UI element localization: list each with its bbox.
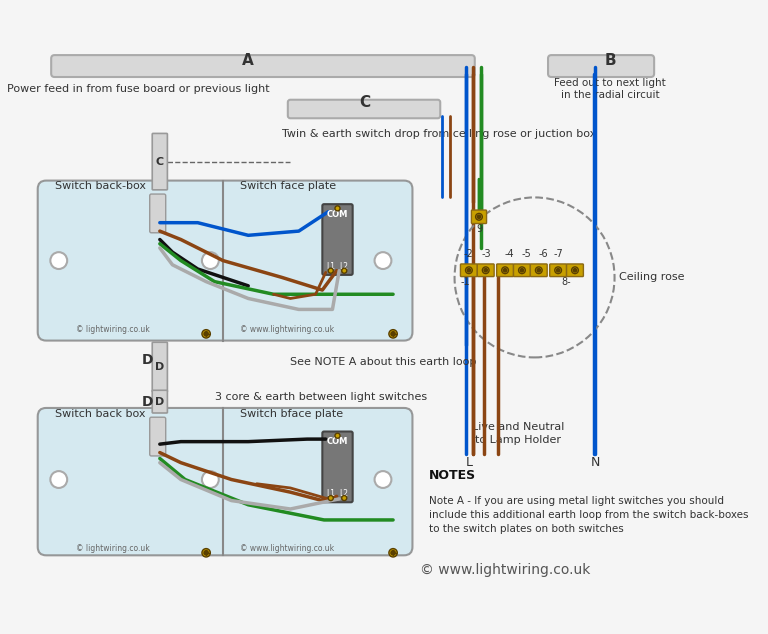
Circle shape xyxy=(557,269,560,272)
Circle shape xyxy=(328,268,333,273)
Circle shape xyxy=(475,214,482,220)
Text: L1: L1 xyxy=(326,262,336,271)
Text: Note A - If you are using metal light switches you should
include this additiona: Note A - If you are using metal light sw… xyxy=(429,496,749,534)
FancyBboxPatch shape xyxy=(38,408,412,555)
Text: N: N xyxy=(591,456,600,469)
Circle shape xyxy=(342,268,347,273)
FancyBboxPatch shape xyxy=(288,100,440,119)
Circle shape xyxy=(484,269,488,272)
Text: © www.lightwiring.co.uk: © www.lightwiring.co.uk xyxy=(240,325,334,334)
FancyBboxPatch shape xyxy=(567,264,584,276)
FancyBboxPatch shape xyxy=(323,432,353,502)
Text: A: A xyxy=(243,53,254,68)
Text: L1: L1 xyxy=(326,489,336,498)
Text: Twin & earth switch drop from ceiling rose or juction box: Twin & earth switch drop from ceiling ro… xyxy=(282,129,596,139)
Text: -2: -2 xyxy=(464,249,474,259)
Text: NOTES: NOTES xyxy=(429,469,476,482)
Text: Ceiling rose: Ceiling rose xyxy=(619,273,684,282)
Text: C: C xyxy=(156,157,164,167)
FancyBboxPatch shape xyxy=(477,264,494,276)
Text: D: D xyxy=(155,397,164,406)
Circle shape xyxy=(465,267,472,274)
Text: Switch back box: Switch back box xyxy=(55,409,145,419)
FancyBboxPatch shape xyxy=(152,133,167,190)
Circle shape xyxy=(204,551,208,555)
FancyBboxPatch shape xyxy=(550,264,567,276)
Circle shape xyxy=(502,267,508,274)
FancyBboxPatch shape xyxy=(150,417,166,456)
Text: © lightwiring.co.uk: © lightwiring.co.uk xyxy=(75,325,149,334)
FancyBboxPatch shape xyxy=(152,391,167,413)
Text: Live and Neutral
to Lamp Holder: Live and Neutral to Lamp Holder xyxy=(472,422,564,445)
Circle shape xyxy=(389,330,397,338)
FancyBboxPatch shape xyxy=(38,181,412,340)
Text: -3: -3 xyxy=(482,249,492,259)
Text: 9: 9 xyxy=(476,224,482,233)
Text: © www.lightwiring.co.uk: © www.lightwiring.co.uk xyxy=(240,544,334,553)
Text: B: B xyxy=(604,53,616,68)
Circle shape xyxy=(202,252,219,269)
Text: Power feed in from fuse board or previous light: Power feed in from fuse board or previou… xyxy=(8,84,270,94)
Text: 3 core & earth between light switches: 3 core & earth between light switches xyxy=(214,392,427,402)
Circle shape xyxy=(342,496,347,501)
Text: COM: COM xyxy=(327,210,348,219)
Circle shape xyxy=(477,215,481,219)
Circle shape xyxy=(573,269,577,272)
FancyBboxPatch shape xyxy=(472,210,487,224)
Circle shape xyxy=(204,332,208,336)
Circle shape xyxy=(391,551,396,555)
FancyBboxPatch shape xyxy=(51,55,475,77)
Circle shape xyxy=(391,332,396,336)
Circle shape xyxy=(467,269,471,272)
Text: D: D xyxy=(155,362,164,372)
Text: -1: -1 xyxy=(461,276,470,287)
FancyBboxPatch shape xyxy=(514,264,531,276)
Text: -6: -6 xyxy=(539,249,548,259)
Circle shape xyxy=(520,269,524,272)
Text: -7: -7 xyxy=(553,249,563,259)
Circle shape xyxy=(328,496,333,501)
Text: D: D xyxy=(141,395,153,409)
Circle shape xyxy=(482,267,489,274)
Circle shape xyxy=(375,252,392,269)
Circle shape xyxy=(537,269,541,272)
Circle shape xyxy=(51,252,67,269)
Circle shape xyxy=(202,471,219,488)
FancyBboxPatch shape xyxy=(548,55,654,77)
Text: 8-: 8- xyxy=(561,276,571,287)
FancyBboxPatch shape xyxy=(152,342,167,392)
Circle shape xyxy=(389,548,397,557)
Text: Feed out to next light
in the radial circuit: Feed out to next light in the radial cir… xyxy=(554,77,666,100)
Circle shape xyxy=(571,267,578,274)
Text: Switch face plate: Switch face plate xyxy=(240,181,336,191)
Circle shape xyxy=(335,206,340,211)
FancyBboxPatch shape xyxy=(531,264,547,276)
Circle shape xyxy=(202,330,210,338)
Text: See NOTE A about this earth loop: See NOTE A about this earth loop xyxy=(290,357,477,366)
Text: © lightwiring.co.uk: © lightwiring.co.uk xyxy=(75,544,149,553)
FancyBboxPatch shape xyxy=(150,194,166,233)
Text: Switch back-box: Switch back-box xyxy=(55,181,146,191)
Text: L2: L2 xyxy=(339,489,349,498)
Text: COM: COM xyxy=(327,437,348,446)
Text: -4: -4 xyxy=(505,249,514,259)
FancyBboxPatch shape xyxy=(461,264,477,276)
Text: L: L xyxy=(465,456,472,469)
Circle shape xyxy=(535,267,542,274)
Text: D: D xyxy=(141,353,153,367)
Circle shape xyxy=(51,471,67,488)
Text: L2: L2 xyxy=(339,262,349,271)
FancyBboxPatch shape xyxy=(497,264,514,276)
Text: Switch bface plate: Switch bface plate xyxy=(240,409,343,419)
Circle shape xyxy=(202,548,210,557)
Text: © www.lightwiring.co.uk: © www.lightwiring.co.uk xyxy=(420,564,591,578)
Circle shape xyxy=(518,267,525,274)
Text: -5: -5 xyxy=(521,249,531,259)
Circle shape xyxy=(335,433,340,438)
Circle shape xyxy=(554,267,561,274)
FancyBboxPatch shape xyxy=(323,204,353,275)
Text: C: C xyxy=(359,94,370,110)
Circle shape xyxy=(375,471,392,488)
Circle shape xyxy=(503,269,507,272)
